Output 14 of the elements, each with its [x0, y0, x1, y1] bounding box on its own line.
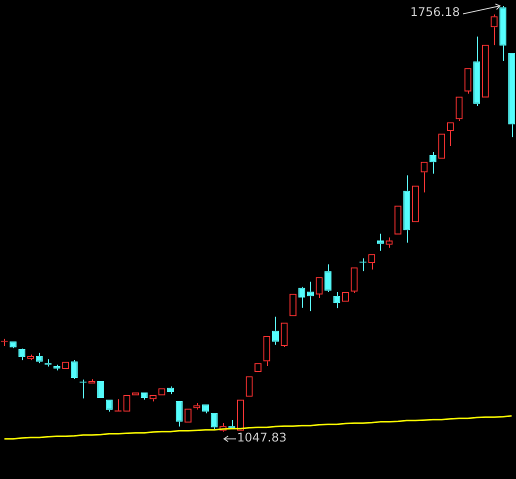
candlestick — [53, 364, 60, 371]
candlestick — [508, 52, 516, 138]
candlestick — [376, 233, 384, 252]
candlestick — [333, 292, 340, 309]
annotation: 1047.83 — [237, 430, 287, 445]
candlestick — [306, 281, 314, 312]
candlestick — [499, 6, 506, 62]
annotation: 1756.18 — [410, 5, 460, 20]
candlestick — [324, 264, 332, 293]
candlestick — [176, 400, 183, 427]
candlestick — [473, 36, 480, 107]
candlestick — [36, 352, 43, 364]
candlestick — [70, 360, 78, 380]
candlestick — [403, 174, 410, 244]
